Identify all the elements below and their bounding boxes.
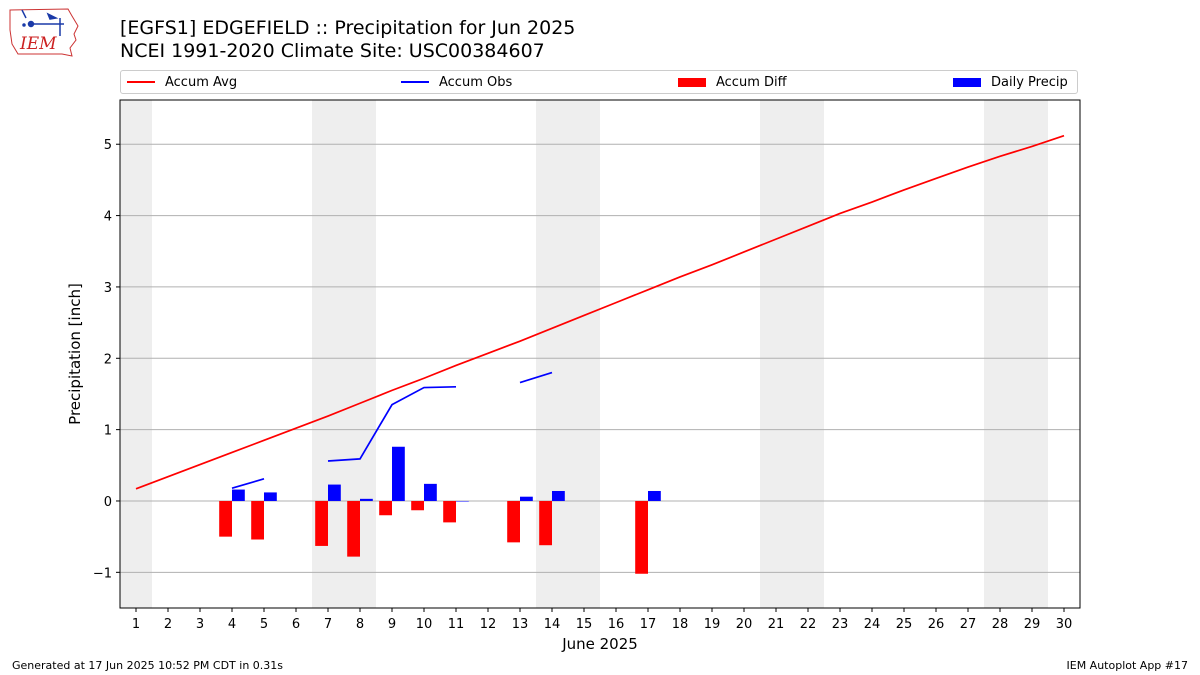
iem-logo: IEM xyxy=(6,4,82,64)
chart-subtitle: NCEI 1991-2020 Climate Site: USC00384607 xyxy=(120,40,545,62)
x-tick-label: 17 xyxy=(640,617,657,632)
legend-label: Accum Avg xyxy=(165,74,238,90)
x-tick-label: 8 xyxy=(356,617,364,632)
daily-precip-bar xyxy=(424,483,437,501)
lines xyxy=(135,134,1065,490)
daily-precip-bar xyxy=(648,490,661,501)
x-tick-label: 7 xyxy=(324,617,332,632)
x-tick-label: 28 xyxy=(992,617,1009,632)
x-tick-label: 30 xyxy=(1056,617,1073,632)
daily-precip-bar xyxy=(328,484,341,501)
y-tick-label: 0 xyxy=(104,495,112,510)
daily-precip-bar xyxy=(520,496,533,501)
accum-diff-bar xyxy=(539,500,552,546)
accum-diff-bar xyxy=(315,500,328,546)
legend-swatch xyxy=(401,81,429,83)
daily-precip-bar xyxy=(232,489,245,501)
x-tick-label: 3 xyxy=(196,617,204,632)
footer-app-text: IEM Autoplot App #17 xyxy=(1066,659,1189,672)
y-tick-label: 2 xyxy=(104,352,112,367)
x-tick-label: 29 xyxy=(1024,617,1041,632)
x-tick-label: 21 xyxy=(768,617,785,632)
legend-item-accum-obs: Accum Obs xyxy=(401,71,512,93)
weekend-band xyxy=(984,100,1048,608)
x-tick-label: 23 xyxy=(832,617,849,632)
x-tick-label: 11 xyxy=(448,617,465,632)
x-tick-label: 25 xyxy=(896,617,913,632)
accum-diff-bar xyxy=(443,500,456,523)
accum-diff-bar xyxy=(635,500,648,574)
legend-swatch xyxy=(953,77,981,87)
x-tick-label: 14 xyxy=(544,617,561,632)
weekend-band xyxy=(760,100,824,608)
x-tick-label: 20 xyxy=(736,617,753,632)
x-tick-label: 27 xyxy=(960,617,977,632)
footer-generated-text: Generated at 17 Jun 2025 10:52 PM CDT in… xyxy=(12,659,284,672)
accum-diff-bar xyxy=(251,500,264,540)
accum-obs-line xyxy=(519,371,553,384)
x-tick-label: 6 xyxy=(292,617,300,632)
weekend-band xyxy=(120,100,152,608)
y-tick-label: −1 xyxy=(93,566,112,581)
x-tick-label: 1 xyxy=(132,617,140,632)
iowa-outline-icon xyxy=(9,8,79,57)
x-tick-label: 26 xyxy=(928,617,945,632)
daily-precip-bar xyxy=(456,500,469,502)
legend-swatch xyxy=(678,77,706,87)
legend-label: Accum Diff xyxy=(716,74,787,90)
y-tick-label: 5 xyxy=(104,138,112,153)
x-tick-label: 19 xyxy=(704,617,721,632)
accum-diff-bar xyxy=(411,500,424,511)
legend-item-daily-precip: Daily Precip xyxy=(953,71,1068,93)
x-tick-label: 9 xyxy=(388,617,396,632)
x-tick-label: 12 xyxy=(480,617,497,632)
x-tick-label: 18 xyxy=(672,617,689,632)
y-tick-label: 1 xyxy=(104,424,112,439)
x-tick-label: 10 xyxy=(416,617,433,632)
accum-diff-bar xyxy=(219,500,232,537)
weather-station-icon xyxy=(21,9,64,36)
x-tick-label: 16 xyxy=(608,617,625,632)
legend-item-accum-avg: Accum Avg xyxy=(127,71,237,93)
x-tick-label: 13 xyxy=(512,617,529,632)
y-tick-label: 4 xyxy=(104,210,112,225)
daily-precip-bar xyxy=(264,492,277,501)
accum-diff-bar xyxy=(347,500,360,557)
accum-diff-bar xyxy=(507,500,520,543)
legend-swatch xyxy=(127,81,155,83)
legend: Accum Avg Accum Obs Accum Diff Daily Pre… xyxy=(120,70,1078,94)
grid xyxy=(120,143,1080,573)
accum-avg-line xyxy=(135,134,1065,490)
x-tick-label: 24 xyxy=(864,617,881,632)
accum-diff-bar xyxy=(379,500,392,516)
x-tick-label: 22 xyxy=(800,617,817,632)
daily-precip-bar xyxy=(392,446,405,501)
legend-item-accum-diff: Accum Diff xyxy=(678,71,787,93)
x-tick-label: 2 xyxy=(164,617,172,632)
legend-label: Accum Obs xyxy=(439,74,513,90)
x-tick-label: 5 xyxy=(260,617,268,632)
daily-precip-bar xyxy=(552,490,565,501)
x-axis-label: June 2025 xyxy=(561,635,638,653)
logo-text: IEM xyxy=(19,34,57,54)
bars xyxy=(219,446,661,574)
x-tick-label: 4 xyxy=(228,617,236,632)
chart-title: [EGFS1] EDGEFIELD :: Precipitation for J… xyxy=(120,17,576,39)
legend-label: Daily Precip xyxy=(991,74,1068,90)
daily-precip-bar xyxy=(360,498,373,501)
x-tick-label: 15 xyxy=(576,617,593,632)
accum-obs-line xyxy=(327,385,457,462)
plot-frame xyxy=(119,99,1081,609)
y-axis-label: Precipitation [inch] xyxy=(66,283,84,425)
accum-obs-line xyxy=(231,478,265,489)
y-tick-label: 3 xyxy=(104,281,112,296)
